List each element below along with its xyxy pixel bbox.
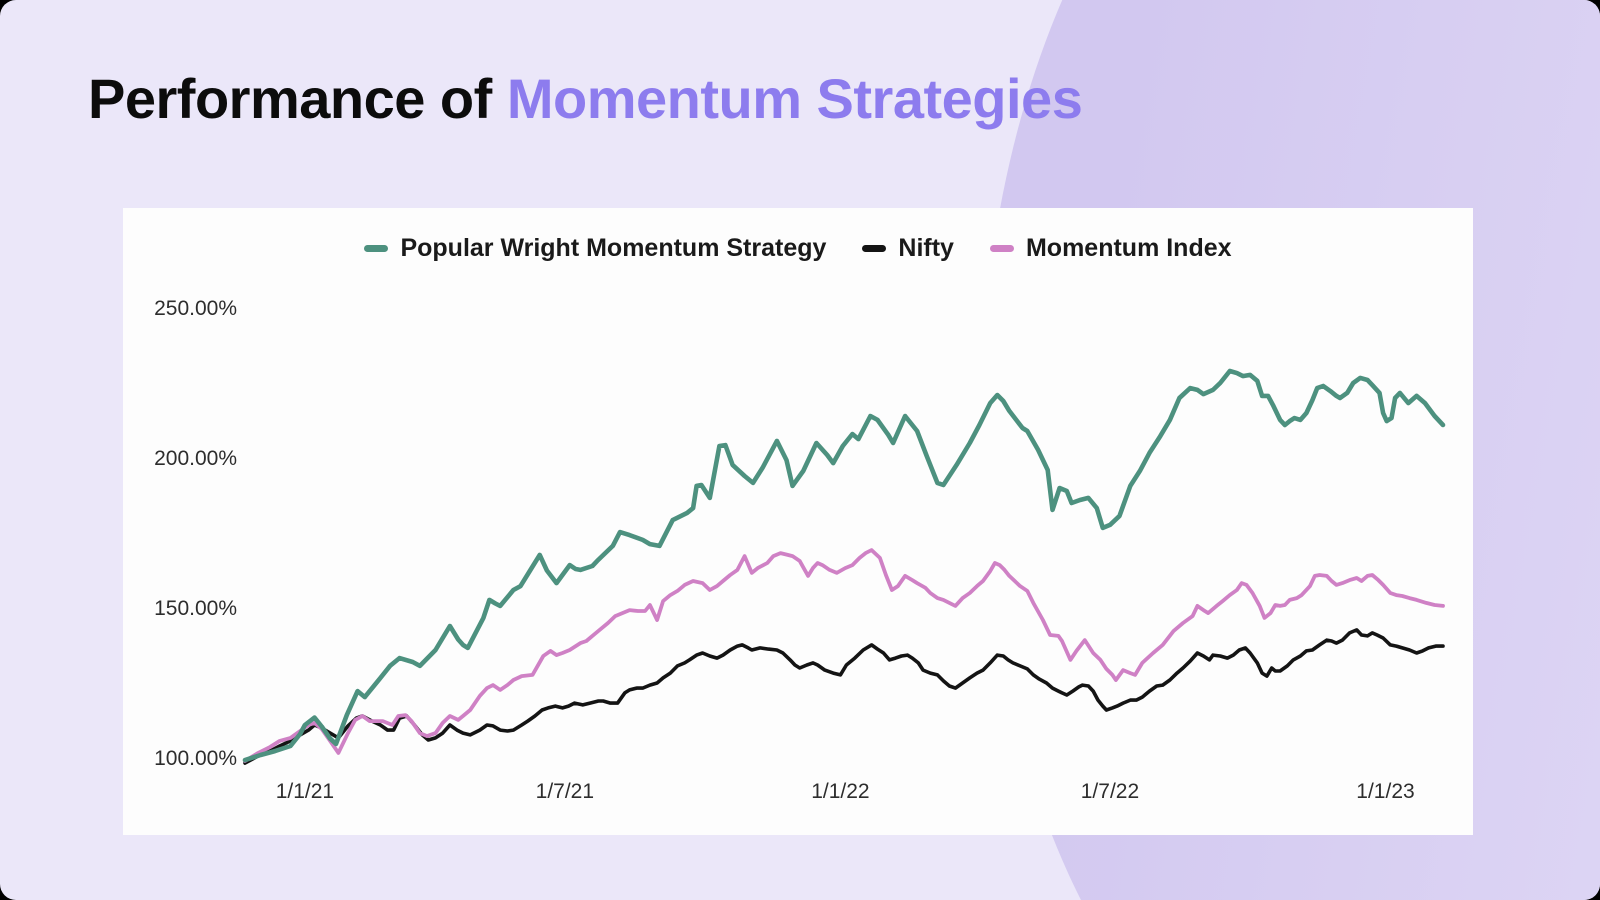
page-title: Performance of Momentum Strategies (88, 66, 1083, 131)
page-title-highlight: Momentum Strategies (506, 67, 1083, 130)
y-tick-label: 250.00% (154, 297, 237, 320)
x-tick-label: 1/1/22 (811, 780, 869, 803)
x-tick-label: 1/7/21 (536, 780, 594, 803)
legend-item-3: Momentum Index (989, 234, 1232, 263)
legend-label: Popular Wright Momentum Strategy (400, 234, 827, 262)
y-tick-label: 100.00% (154, 747, 237, 770)
y-tick-label: 200.00% (154, 447, 237, 470)
series-line-popular-wright-momentum-strategy (242, 368, 1446, 763)
legend-swatch-icon (989, 245, 1014, 252)
x-axis-labels: 1/1/21 1/7/21 1/1/22 1/7/22 1/1/23 (276, 780, 1415, 803)
series-line-nifty (243, 628, 1445, 765)
chart-card: Popular Wright Momentum Strategy Nifty Mom… (123, 208, 1473, 835)
legend-swatch-icon (862, 245, 887, 252)
x-tick-label: 1/1/23 (1356, 780, 1414, 803)
x-tick-label: 1/1/21 (276, 780, 334, 803)
x-tick-label: 1/7/22 (1081, 780, 1139, 803)
y-axis-labels: 250.00% 200.00% 150.00% 100.00% (154, 297, 237, 770)
chart-svg: 250.00% 200.00% 150.00% 100.00% 1/1/21 1/7/2… (154, 297, 1446, 803)
legend-label: Nifty (898, 234, 954, 262)
legend-item-1: Popular Wright Momentum Strategy (364, 234, 826, 263)
y-tick-label: 150.00% (154, 597, 237, 620)
legend-item-2: Nifty (862, 234, 954, 263)
legend-label: Momentum Index (1025, 234, 1232, 262)
series-line-momentum-index (243, 548, 1445, 763)
chart-legend: Popular Wright Momentum Strategy Nifty Mom… (123, 234, 1473, 263)
chart-lines (242, 368, 1446, 765)
legend-swatch-icon (364, 245, 389, 252)
page-title-prefix: Performance of (88, 67, 507, 130)
